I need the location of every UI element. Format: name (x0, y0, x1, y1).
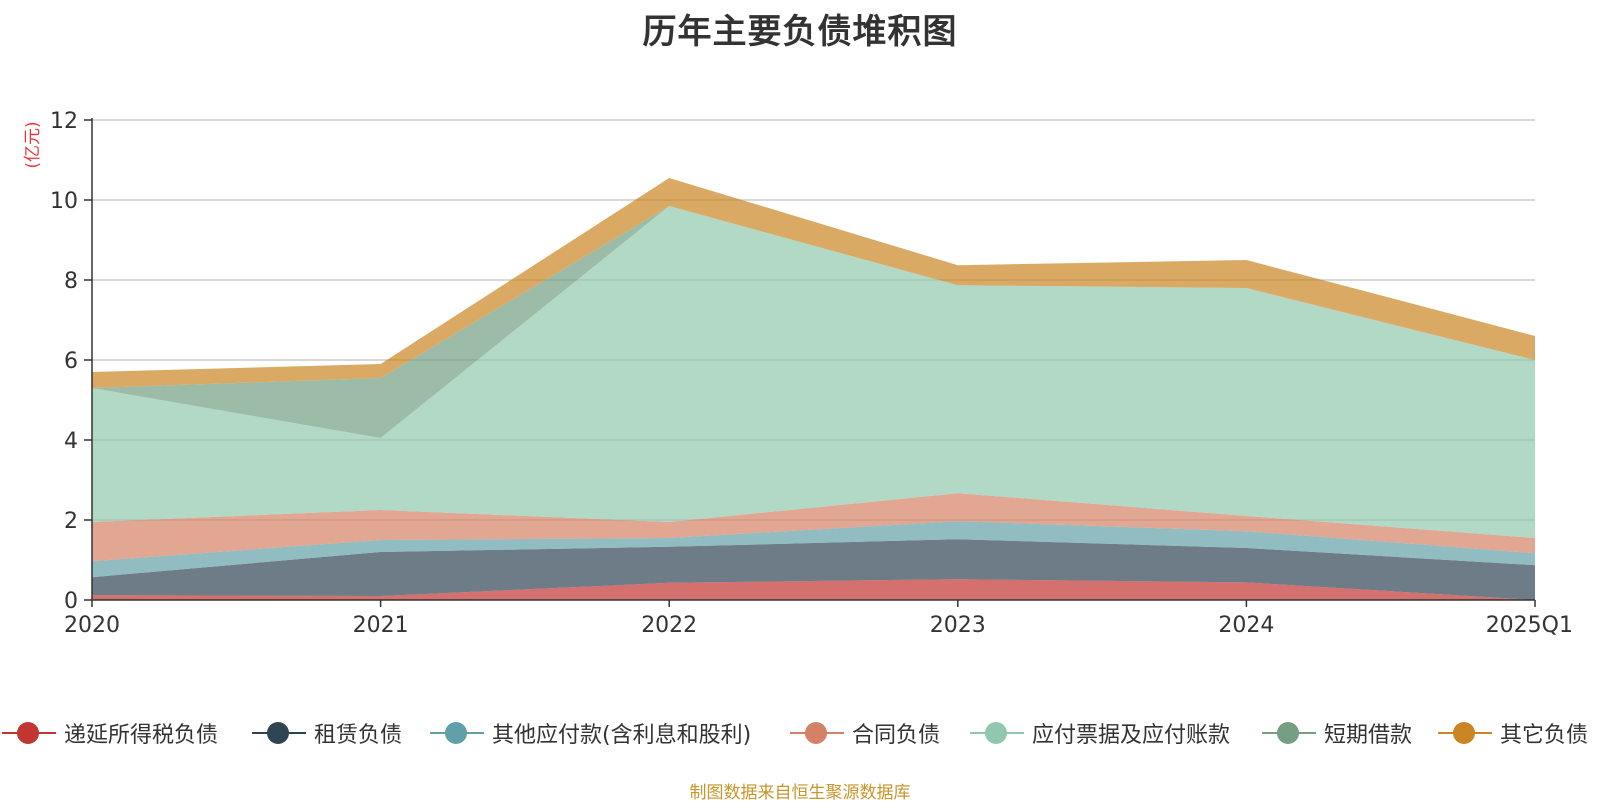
legend-item[interactable]: 合同负债 (790, 718, 940, 748)
legend-marker-icon (790, 718, 844, 748)
y-tick-label: 6 (64, 349, 78, 374)
area-series-3 (92, 521, 1535, 578)
area-series-6 (92, 206, 1535, 438)
chart-title: 历年主要负债堆积图 (642, 12, 958, 52)
area-series-2 (92, 539, 1535, 600)
x-tick-label: 2021 (353, 613, 409, 638)
legend-label: 其它负债 (1500, 723, 1589, 748)
legend-item[interactable]: 其他应付款(含利息和股利) (430, 718, 751, 748)
y-tick-label: 10 (50, 189, 78, 214)
y-tick-label: 12 (50, 109, 78, 134)
x-tick-label: 2022 (641, 613, 697, 638)
legend-label: 租赁负债 (314, 723, 403, 748)
y-tick-label: 0 (64, 589, 78, 614)
x-tick-label: 2024 (1218, 613, 1274, 638)
legend-item[interactable]: 租赁负债 (252, 718, 402, 748)
y-tick-label: 4 (64, 429, 78, 454)
legend-item[interactable]: 应付票据及应付账款 (970, 718, 1230, 748)
area-series-4 (92, 493, 1535, 562)
x-tick-label: 2023 (930, 613, 986, 638)
area-series-7 (92, 178, 1535, 388)
legend-item[interactable]: 递延所得税负债 (2, 718, 218, 748)
legend-label: 合同负债 (852, 723, 941, 748)
y-tick-label: 2 (64, 509, 78, 534)
legend-label: 短期借款 (1324, 723, 1413, 748)
y-axis-label: (亿元) (23, 121, 43, 168)
y-tick-label: 8 (64, 269, 78, 294)
legend-marker-icon (252, 718, 306, 748)
legend-marker-icon (970, 718, 1024, 748)
legend-marker-icon (430, 718, 484, 748)
area-series-1 (92, 579, 1535, 600)
axis-layer: 0 2 4 6 8 10 12 2020 2021 2022 2023 2024 2025Q1 (50, 109, 1573, 638)
source-note: 制图数据来自恒生聚源数据库 (689, 783, 911, 803)
x-tick-label: 2025Q1 (1486, 613, 1573, 638)
legend-marker-icon (2, 718, 56, 748)
legend-label: 其他应付款(含利息和股利) (492, 723, 752, 748)
area-series-5 (92, 206, 1535, 538)
area-layer (92, 178, 1535, 600)
legend: 递延所得税负债 租赁负债 其他应付款(含利息和股利) 合同负债 应付票据及应付账款 短期借… (0, 718, 1600, 748)
legend-label: 递延所得税负债 (64, 723, 219, 748)
legend-marker-icon (1262, 718, 1316, 748)
legend-item[interactable]: 其它负债 (1438, 718, 1588, 748)
legend-label: 应付票据及应付账款 (1032, 723, 1231, 748)
x-tick-label: 2020 (64, 613, 120, 638)
legend-marker-icon (1438, 718, 1492, 748)
legend-item[interactable]: 短期借款 (1262, 718, 1412, 748)
